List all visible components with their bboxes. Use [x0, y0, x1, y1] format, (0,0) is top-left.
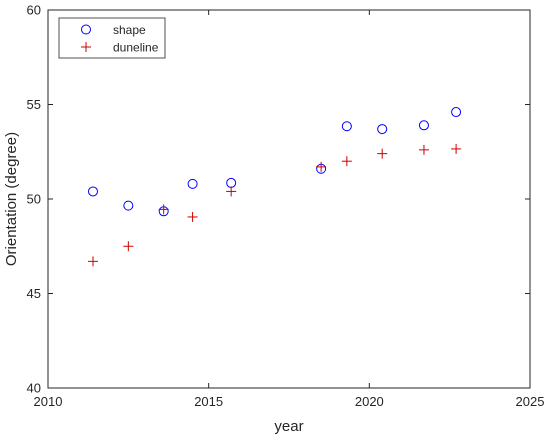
- duneline-point: [377, 148, 388, 159]
- duneline-point: [418, 144, 429, 155]
- x-tick-label: 2015: [194, 394, 223, 409]
- duneline-point: [226, 186, 237, 197]
- y-tick-label: 55: [27, 97, 41, 112]
- plot-area: [47, 9, 531, 389]
- shape-point: [418, 120, 429, 131]
- x-tick-label: 2020: [355, 394, 384, 409]
- duneline-point: [87, 256, 98, 267]
- x-axis-label: year: [274, 418, 303, 435]
- axis-ticks: 2010 2015 2020 2025 40 45 50 55 60: [27, 3, 545, 410]
- legend-duneline-marker: [81, 42, 91, 52]
- duneline-point: [187, 211, 198, 222]
- shape-point: [451, 107, 462, 118]
- duneline-point: [158, 204, 169, 215]
- legend-shape-label: shape: [113, 23, 146, 37]
- y-tick-label: 50: [27, 192, 41, 207]
- y-tick-label: 60: [27, 3, 41, 18]
- y-axis-label: Orientation (degree): [3, 132, 20, 266]
- shape-point: [187, 178, 198, 189]
- data-marks: [87, 107, 462, 267]
- duneline-point: [316, 161, 327, 172]
- legend-box: [58, 17, 166, 59]
- duneline-point: [451, 143, 462, 154]
- shape-point: [377, 124, 388, 135]
- legend-shape-marker: [81, 24, 91, 35]
- y-tick-label: 40: [27, 381, 41, 396]
- legend: shape duneline: [58, 17, 166, 59]
- legend-duneline-label: duneline: [113, 41, 159, 55]
- shape-point: [87, 186, 98, 197]
- x-tick-label: 2025: [516, 394, 545, 409]
- duneline-point: [341, 156, 352, 167]
- shape-point: [123, 200, 134, 211]
- x-tick-label: 2010: [34, 394, 63, 409]
- duneline-point: [123, 241, 134, 252]
- shape-point: [341, 121, 352, 132]
- y-tick-label: 45: [27, 286, 41, 301]
